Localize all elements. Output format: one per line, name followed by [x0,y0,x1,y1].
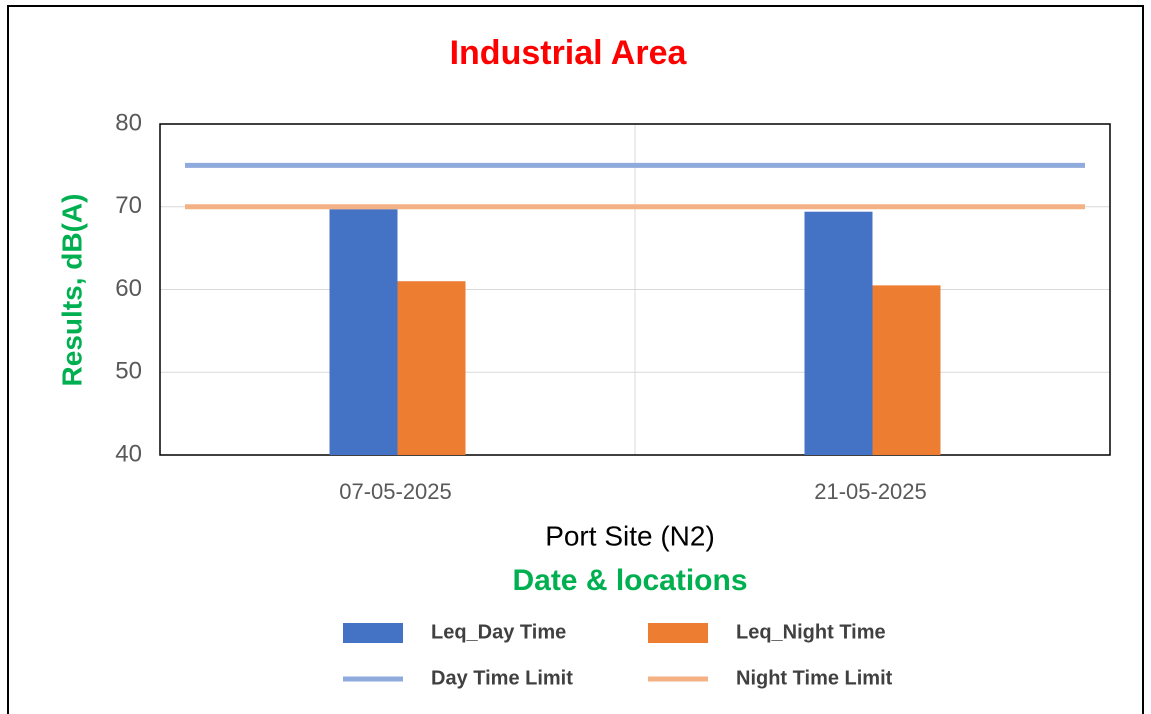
legend-swatch [343,623,403,643]
bar [329,209,398,455]
x-tick-label: 21-05-2025 [814,479,927,504]
bar [872,285,941,455]
y-tick-label: 80 [115,109,142,136]
y-tick-label: 70 [115,192,142,219]
plot-border [159,123,1111,456]
chart-title: Industrial Area [450,34,688,72]
legend-label: Night Time Limit [736,667,893,689]
y-tick-label: 40 [115,440,142,467]
y-tick-label: 60 [115,275,142,302]
legend-label: Leq_Day Time [431,621,566,643]
legend-swatch [648,623,708,643]
bar [397,281,466,455]
frame [7,5,1144,714]
bar [804,211,873,455]
y-axis-title: Results, dB(A) [56,194,87,387]
y-tick-label: 50 [115,358,142,385]
x-axis-subtitle: Date & locations [512,564,747,597]
legend-label: Day Time Limit [431,667,573,689]
legend-label: Leq_Night Time [736,621,886,643]
x-axis-title: Port Site (N2) [545,520,715,551]
x-tick-label: 07-05-2025 [339,479,452,504]
